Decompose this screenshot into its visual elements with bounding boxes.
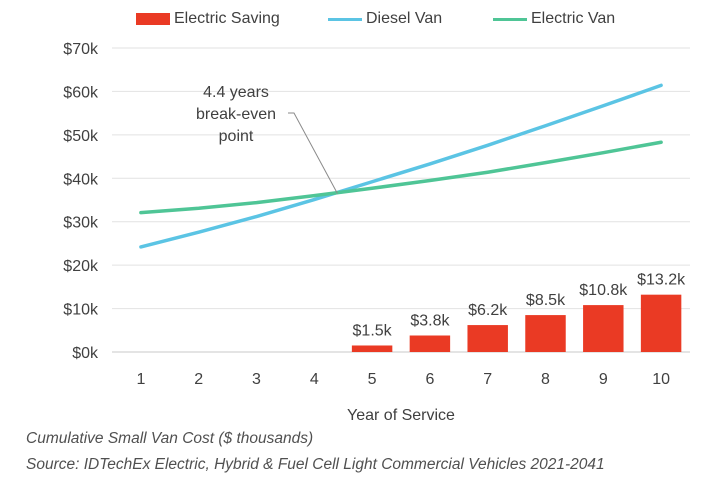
- legend-swatch-electric-van: [493, 17, 527, 21]
- x-tick-label: 3: [252, 371, 261, 388]
- bar-electric-saving: [525, 315, 566, 352]
- y-tick-label: $40k: [63, 171, 99, 188]
- x-tick-label: 9: [599, 371, 608, 388]
- x-tick-label: 10: [652, 371, 670, 388]
- bar-electric-saving: [640, 294, 682, 352]
- x-tick-label: 6: [425, 371, 434, 388]
- legend-swatch-diesel-van: [328, 17, 362, 21]
- y-tick-label: $50k: [63, 128, 99, 145]
- series-line-diesel-van: [139, 83, 663, 249]
- legend-label-electric-van: Electric Van: [531, 10, 616, 27]
- bar-electric-saving: [583, 305, 624, 352]
- bar-data-label: $3.8k: [410, 312, 450, 329]
- y-tick-label: $60k: [63, 84, 99, 101]
- legend-item-electric-van: Electric Van: [493, 10, 615, 28]
- legend-item-diesel-van: Diesel Van: [328, 10, 442, 28]
- x-tick-label: 1: [136, 371, 145, 388]
- annotation-text: point: [219, 128, 254, 145]
- bar-data-label: $10.8k: [579, 282, 628, 299]
- y-tick-label: $0k: [72, 345, 99, 362]
- legend-label-diesel-van: Diesel Van: [366, 10, 443, 27]
- y-tick-label: $70k: [63, 41, 99, 58]
- chart-legend: Electric Saving Diesel Van Electric Van: [0, 10, 709, 32]
- chart-source: Source: IDTechEx Electric, Hybrid & Fuel…: [26, 456, 605, 473]
- legend-swatch-electric-saving: [136, 13, 170, 25]
- bar-electric-saving: [467, 325, 508, 352]
- x-tick-label: 7: [483, 371, 492, 388]
- legend-label-electric-saving: Electric Saving: [174, 10, 280, 27]
- bar-electric-saving: [409, 335, 451, 352]
- legend-item-electric-saving: Electric Saving: [136, 10, 280, 28]
- y-tick-label: $30k: [63, 215, 99, 232]
- y-tick-label: $20k: [63, 258, 99, 275]
- bar-data-label: $6.2k: [468, 302, 508, 319]
- chart-caption: Cumulative Small Van Cost ($ thousands): [26, 430, 314, 447]
- chart-plot: $0k $10k $20k $30k $40k $50k $60k $70k 1 2 3 4 5 6 7 8 9…: [63, 41, 690, 424]
- x-tick-label: 4: [310, 371, 319, 388]
- bar-data-label: $13.2k: [637, 272, 686, 289]
- bar-data-label: $8.5k: [526, 292, 566, 309]
- x-tick-label: 2: [194, 371, 203, 388]
- x-axis-title: Year of Service: [347, 407, 455, 424]
- x-tick-label: 5: [368, 371, 377, 388]
- bar-data-label: $1.5k: [353, 322, 393, 339]
- annotation-text: break-even: [196, 106, 276, 123]
- x-tick-label: 8: [541, 371, 550, 388]
- y-tick-label: $10k: [63, 302, 99, 319]
- bar-electric-saving: [351, 345, 393, 352]
- series-line-electric-van: [139, 140, 663, 215]
- annotation-leader-line: [288, 112, 338, 194]
- annotation-text: 4.4 years: [203, 84, 269, 101]
